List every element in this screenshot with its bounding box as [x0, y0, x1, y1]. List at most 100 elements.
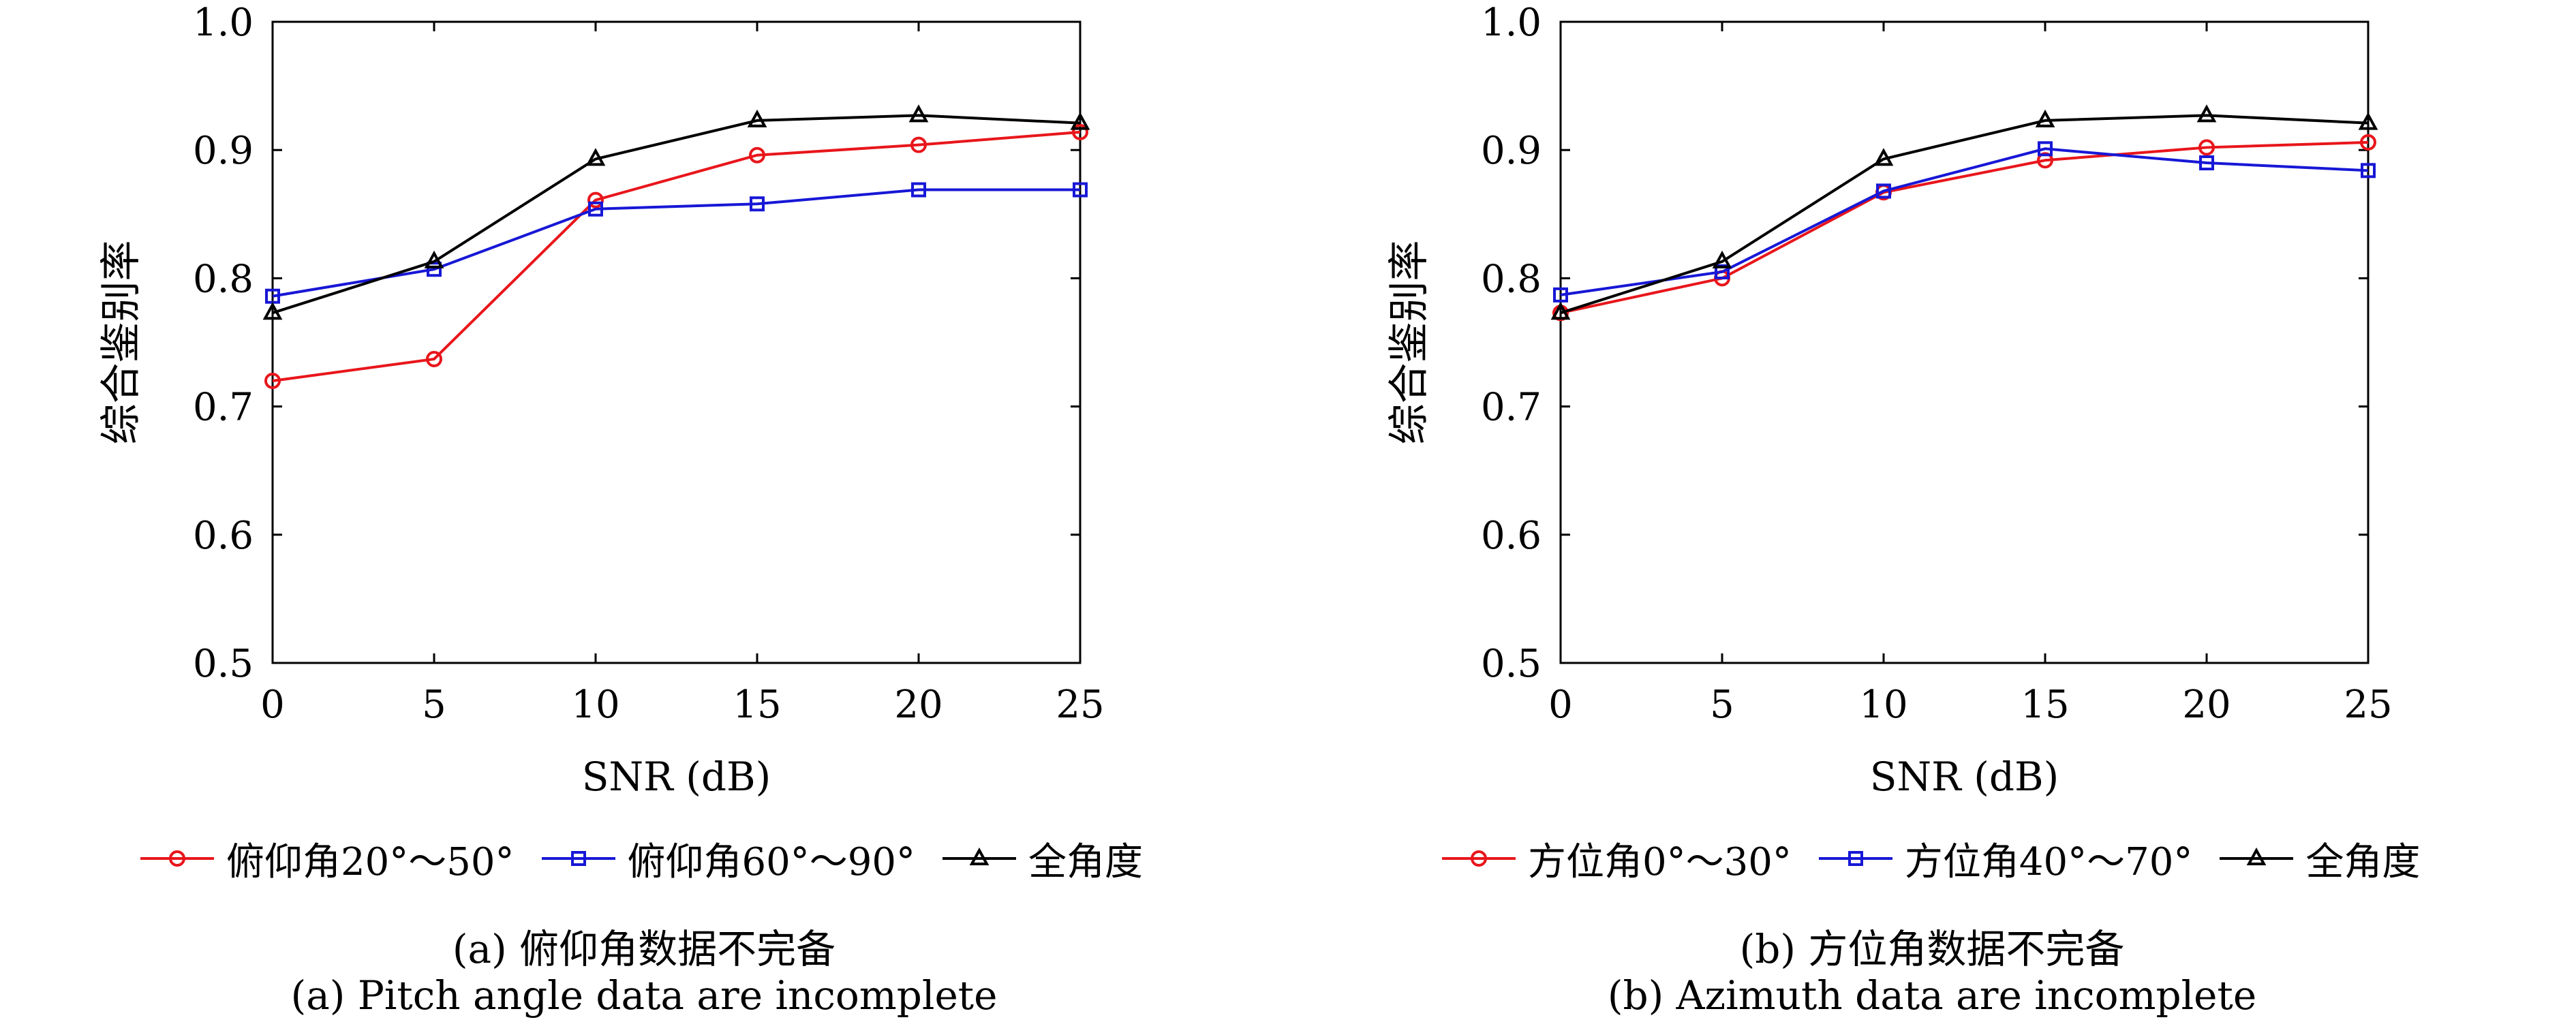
legend-item: 全角度	[938, 831, 1143, 886]
x-tick-label: 15	[2021, 683, 2069, 727]
x-axis-label: SNR (dB)	[1870, 754, 2059, 800]
legend-b: 方位角0°～30° 方位角40°～70° 全角度	[1438, 835, 2443, 884]
y-tick-label: 0.8	[1481, 257, 1542, 301]
legend-swatch	[541, 851, 615, 866]
data-point	[427, 262, 442, 277]
legend-marker	[570, 851, 586, 866]
caption-cn-b: (b) 方位角数据不完备	[1739, 926, 2125, 972]
series-line	[1560, 147, 2369, 296]
legend-item: 俯仰角20°～50°	[136, 831, 515, 886]
x-tick-label: 25	[2344, 683, 2392, 727]
legend-marker	[1847, 851, 1863, 866]
data-point	[1712, 250, 1732, 268]
x-axis-label: SNR (dB)	[582, 754, 771, 800]
data-point	[1072, 123, 1088, 140]
data-point	[588, 201, 603, 217]
data-point	[2361, 163, 2376, 179]
chart-panel-b: 0.5 0.6 0.7 0.8 0.9 1.0 0 5 10 15 20 25 SNR (dB) 综合鉴别…	[1288, 0, 2576, 1022]
y-tick-label: 0.9	[193, 129, 254, 173]
legend-label: 全角度	[1028, 839, 1144, 884]
legend-a: 俯仰角20°～50° 俯仰角60°～90° 全角度	[136, 835, 1166, 884]
legend-label: 方位角40°～70°	[1904, 839, 2193, 884]
series-line	[272, 188, 1080, 298]
series-0	[264, 123, 1088, 389]
y-tick-label: 1.0	[193, 1, 254, 45]
series-0	[1552, 134, 2376, 322]
y-tick-label: 0.7	[193, 386, 254, 430]
series-line	[1560, 140, 2369, 315]
chart-panel-a: 0.5 0.6 0.7 0.8 0.9 1.0 0 5 10 15 20 25 SNR (dB) 综合鉴别…	[97, 1, 1166, 1019]
x-tick-label: 10	[1859, 683, 1907, 727]
legend-marker	[169, 850, 185, 867]
x-tick-label: 10	[571, 683, 619, 727]
data-point	[2199, 155, 2214, 171]
y-tick-label: 0.7	[1481, 386, 1542, 430]
data-point	[2198, 139, 2215, 156]
y-tick-label: 1.0	[1481, 1, 1542, 45]
legend-label: 全角度	[2305, 839, 2421, 884]
data-point	[2360, 134, 2376, 151]
legend-swatch	[942, 847, 1017, 865]
data-point	[750, 196, 765, 212]
data-point	[2035, 109, 2055, 127]
caption-en-b: (b) Azimuth data are incomplete	[1607, 972, 2257, 1019]
legend-item: 方位角0°～30°	[1438, 831, 1792, 886]
series-line	[272, 114, 1081, 315]
series-line	[272, 130, 1081, 382]
legend-marker	[2247, 847, 2267, 865]
caption-cn-a: (a) 俯仰角数据不完备	[452, 926, 836, 972]
data-point	[2196, 104, 2217, 123]
data-point	[585, 148, 606, 166]
legend-label: 方位角0°～30°	[1528, 839, 1792, 884]
x-tick-label: 15	[733, 683, 781, 727]
x-tick-label: 20	[2182, 683, 2230, 727]
chart-plot-a: 0.5 0.6 0.7 0.8 0.9 1.0 0 5 10 15 20 25 SNR (dB) 综合鉴别…	[97, 1, 1105, 800]
y-tick-label: 0.5	[1481, 642, 1542, 686]
legend-item: 全角度	[2215, 831, 2420, 886]
y-axis-label: 综合鉴别率	[1385, 241, 1433, 445]
data-point	[1073, 182, 1088, 198]
x-tick-label: 0	[1548, 683, 1573, 727]
plot-frame	[1559, 20, 2370, 664]
y-tick-label: 0.6	[1481, 514, 1542, 558]
legend-marker	[1471, 850, 1487, 867]
legend-swatch	[1818, 851, 1892, 866]
legend-label: 俯仰角60°～90°	[627, 839, 916, 884]
y-tick-label: 0.5	[193, 642, 254, 686]
data-point	[264, 372, 281, 389]
x-tick-label: 5	[422, 683, 446, 727]
legend-swatch	[2220, 847, 2294, 865]
x-tick-label: 25	[1056, 683, 1104, 727]
x-tick-label: 20	[894, 683, 942, 727]
x-tick-label: 5	[1710, 683, 1734, 727]
legend-marker	[969, 847, 990, 865]
x-tick-label: 0	[260, 683, 285, 727]
data-point	[1876, 183, 1891, 199]
data-point	[1550, 302, 1571, 320]
series-1	[1553, 141, 2376, 303]
legend-swatch	[1442, 850, 1516, 867]
series-line	[1560, 114, 2369, 315]
data-point	[426, 350, 442, 367]
data-point	[587, 191, 604, 208]
data-point	[1873, 148, 1894, 166]
series-2	[1550, 104, 2378, 320]
plot-frame	[271, 20, 1082, 664]
y-tick-label: 0.9	[1481, 129, 1542, 173]
data-point	[1553, 287, 1568, 303]
chart-plot-b: 0.5 0.6 0.7 0.8 0.9 1.0 0 5 10 15 20 25 SNR (dB) 综合鉴别…	[1385, 1, 2393, 800]
data-point	[1070, 112, 1090, 130]
caption-en-a: (a) Pitch angle data are incomplete	[290, 972, 998, 1019]
data-point	[908, 104, 929, 123]
legend-label: 俯仰角20°～50°	[226, 839, 515, 884]
legend-item: 俯仰角60°～90°	[538, 831, 916, 886]
data-point	[911, 182, 926, 198]
legend-swatch	[140, 850, 214, 867]
y-axis-label: 综合鉴别率	[97, 241, 145, 445]
data-point	[749, 146, 765, 164]
data-point	[424, 250, 444, 268]
legend-item: 方位角40°～70°	[1815, 831, 2193, 886]
data-point	[2038, 141, 2053, 157]
series-1	[265, 182, 1088, 304]
